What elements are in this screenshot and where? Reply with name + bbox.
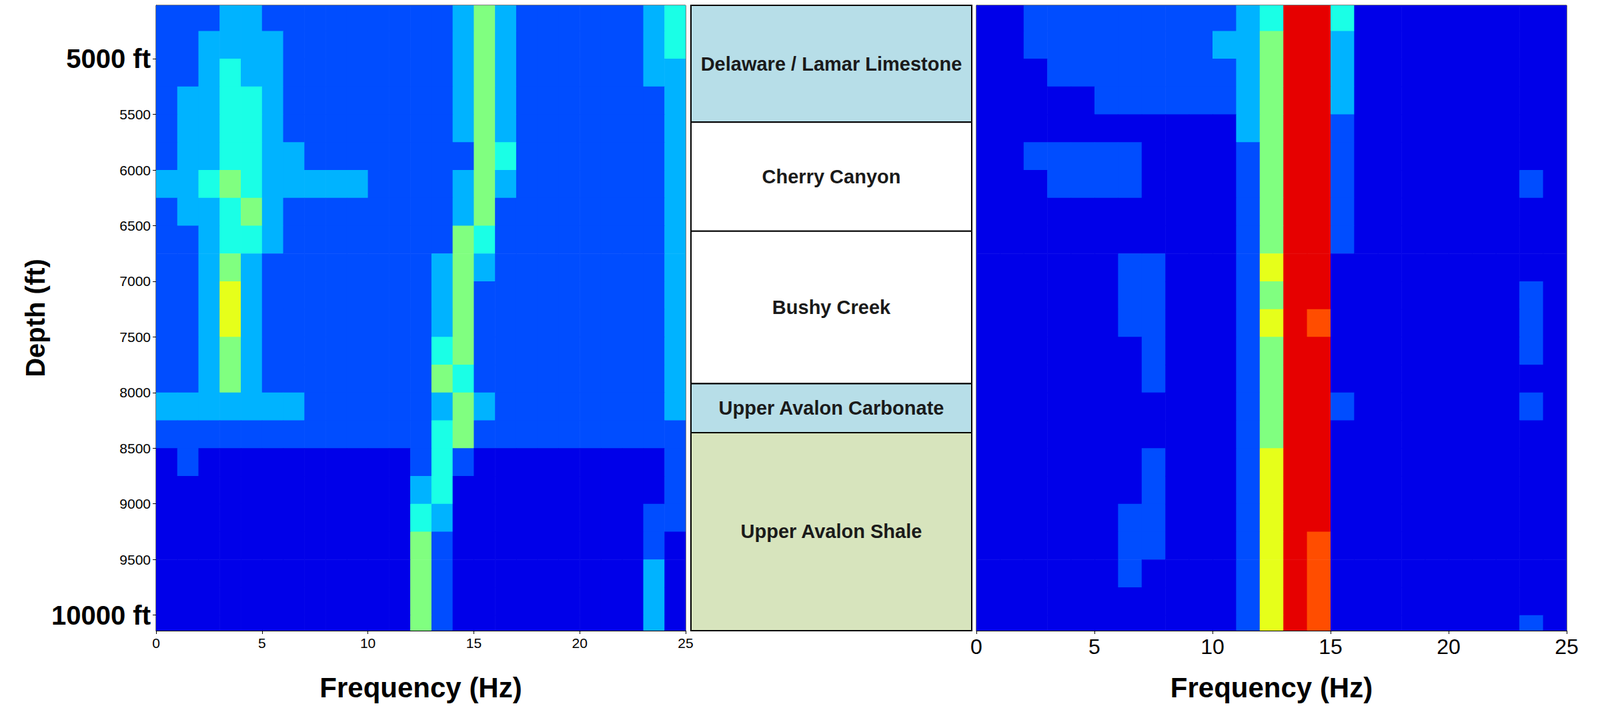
svg-text:8000: 8000 bbox=[119, 384, 151, 401]
svg-text:9000: 9000 bbox=[119, 496, 151, 512]
svg-text:5500: 5500 bbox=[119, 106, 151, 123]
svg-text:Cherry Canyon: Cherry Canyon bbox=[762, 166, 902, 188]
svg-text:5: 5 bbox=[1088, 634, 1101, 659]
svg-text:8500: 8500 bbox=[119, 440, 151, 457]
svg-text:Bushy Creek: Bushy Creek bbox=[772, 296, 892, 319]
svg-text:25: 25 bbox=[1554, 634, 1579, 659]
svg-text:9500: 9500 bbox=[119, 552, 151, 568]
svg-text:10: 10 bbox=[360, 635, 376, 651]
svg-text:10000 ft: 10000 ft bbox=[51, 600, 151, 631]
svg-text:0: 0 bbox=[152, 635, 161, 651]
svg-text:6000: 6000 bbox=[119, 162, 151, 179]
svg-text:Frequency (Hz): Frequency (Hz) bbox=[1170, 672, 1373, 704]
svg-text:5000 ft: 5000 ft bbox=[66, 44, 151, 74]
svg-text:Delaware / Lamar Limestone: Delaware / Lamar Limestone bbox=[700, 53, 963, 75]
svg-text:0: 0 bbox=[970, 634, 983, 659]
svg-text:Frequency (Hz): Frequency (Hz) bbox=[319, 672, 522, 704]
svg-text:10: 10 bbox=[1200, 634, 1225, 659]
svg-text:Upper Avalon Carbonate: Upper Avalon Carbonate bbox=[718, 397, 945, 419]
svg-text:7500: 7500 bbox=[119, 329, 151, 345]
svg-text:15: 15 bbox=[466, 635, 482, 651]
svg-text:20: 20 bbox=[1436, 634, 1461, 659]
svg-text:6500: 6500 bbox=[119, 218, 151, 234]
svg-text:5: 5 bbox=[258, 635, 267, 651]
svg-text:20: 20 bbox=[572, 635, 588, 651]
svg-text:15: 15 bbox=[1318, 634, 1343, 659]
svg-text:25: 25 bbox=[677, 635, 693, 651]
svg-text:7000: 7000 bbox=[119, 273, 151, 289]
svg-text:Upper Avalon Shale: Upper Avalon Shale bbox=[740, 520, 923, 543]
svg-text:Depth (ft): Depth (ft) bbox=[20, 258, 51, 378]
